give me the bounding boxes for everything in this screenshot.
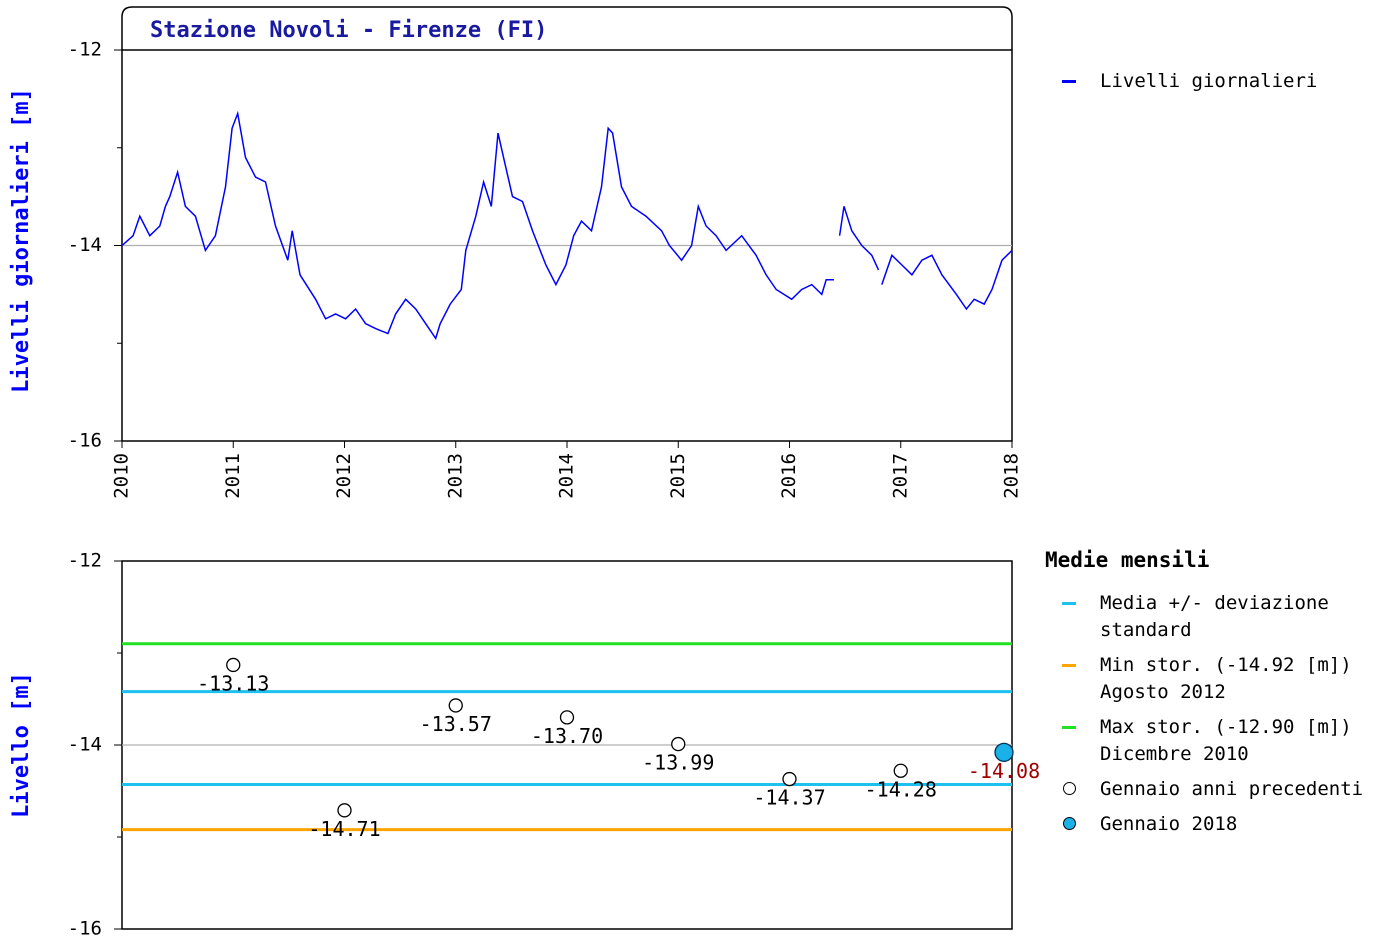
y-tick-label: -12 bbox=[68, 550, 102, 572]
legend-entry: Min stor. (-14.92 [m]) Agosto 2012 bbox=[1062, 652, 1380, 706]
data-label: -14.37 bbox=[753, 786, 825, 810]
data-point bbox=[893, 763, 908, 778]
y-axis-label: Livelli giornalieri [m] bbox=[9, 88, 34, 393]
data-label: -13.70 bbox=[531, 724, 603, 748]
legend-label: Gennaio anni precedenti bbox=[1100, 778, 1364, 800]
y-tick-label: -14 bbox=[68, 734, 102, 756]
legend-label: Media +/- deviazione standard bbox=[1100, 592, 1329, 641]
x-tick-label: 2013 bbox=[444, 453, 466, 499]
legend-entry: Gennaio anni precedenti bbox=[1062, 776, 1380, 803]
legend-marker bbox=[1063, 817, 1076, 830]
legend-swatch bbox=[1062, 80, 1076, 83]
legend-entry: Gennaio 2018 bbox=[1062, 811, 1380, 838]
legend-entry: Max stor. (-12.90 [m]) Dicembre 2010 bbox=[1062, 714, 1380, 768]
data-label: -14.08 bbox=[968, 759, 1040, 783]
legend-label: Max stor. (-12.90 [m]) Dicembre 2010 bbox=[1100, 716, 1352, 765]
legend-marker bbox=[1063, 782, 1076, 795]
data-label: -13.99 bbox=[642, 751, 714, 775]
chart-title: Stazione Novoli - Firenze (FI) bbox=[150, 18, 547, 43]
data-point bbox=[994, 742, 1014, 763]
data-point bbox=[448, 698, 463, 713]
legend: Livelli giornalieri bbox=[1062, 68, 1380, 103]
legend: Medie mensili Media +/- deviazione standa… bbox=[1045, 548, 1380, 846]
y-tick-label: -14 bbox=[68, 234, 102, 256]
x-tick-label: 2016 bbox=[778, 453, 800, 499]
x-tick-label: 2012 bbox=[333, 453, 355, 499]
y-tick-label: -16 bbox=[68, 918, 102, 940]
x-tick-label: 2015 bbox=[667, 453, 689, 499]
legend-swatch bbox=[1062, 664, 1076, 667]
legend-title: Medie mensili bbox=[1045, 548, 1210, 572]
data-point bbox=[226, 657, 241, 673]
legend-entry: Livelli giornalieri bbox=[1062, 68, 1380, 95]
y-axis-label: Livello [m] bbox=[9, 672, 34, 818]
legend-swatch bbox=[1062, 726, 1076, 729]
legend-label: Min stor. (-14.92 [m]) Agosto 2012 bbox=[1100, 654, 1352, 703]
data-point bbox=[337, 803, 352, 818]
x-tick-label: 2011 bbox=[222, 453, 244, 499]
x-tick-label: 2018 bbox=[1001, 453, 1023, 499]
x-tick-label: 2014 bbox=[556, 453, 578, 499]
y-tick-label: -12 bbox=[68, 39, 102, 61]
data-point bbox=[782, 771, 797, 787]
data-label: -14.71 bbox=[308, 817, 380, 841]
y-tick-label: -16 bbox=[68, 430, 102, 452]
data-point bbox=[559, 710, 575, 725]
data-label: -14.28 bbox=[865, 777, 937, 801]
legend-label: Gennaio 2018 bbox=[1100, 813, 1238, 835]
title-band bbox=[121, 6, 1013, 50]
x-tick-label: 2017 bbox=[889, 453, 911, 499]
legend-label: Livelli giornalieri bbox=[1100, 70, 1318, 92]
data-label: -13.13 bbox=[197, 671, 269, 695]
series-line bbox=[121, 110, 1013, 341]
data-label: -13.57 bbox=[420, 712, 492, 736]
legend-swatch bbox=[1062, 602, 1076, 605]
data-point bbox=[671, 736, 686, 752]
legend-entry: Media +/- deviazione standard bbox=[1062, 590, 1380, 644]
x-tick-label: 2010 bbox=[111, 453, 133, 499]
